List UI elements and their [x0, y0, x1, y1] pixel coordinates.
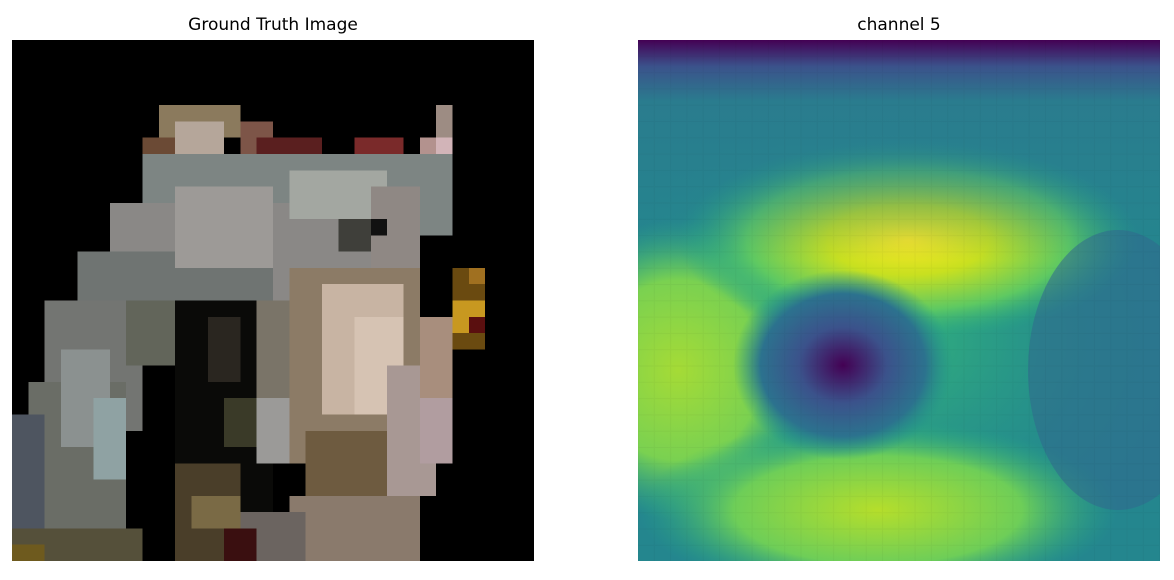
feature-map-heatmap	[638, 40, 1160, 561]
ground-truth-title: Ground Truth Image	[188, 15, 358, 35]
channel-title: channel 5	[857, 15, 941, 35]
ground-truth-image	[12, 40, 534, 561]
